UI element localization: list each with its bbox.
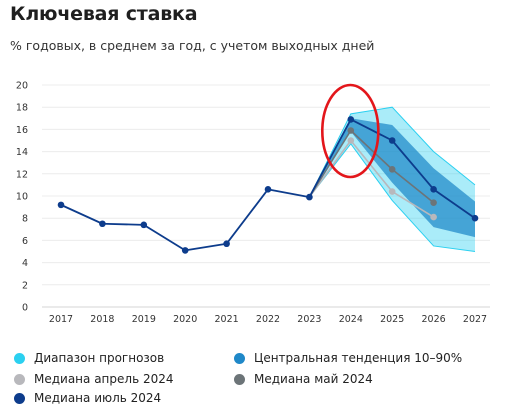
legend-label: Диапазон прогнозов bbox=[34, 351, 165, 365]
data-point bbox=[347, 127, 355, 134]
data-point bbox=[99, 220, 106, 228]
forecast-range-upper-edge bbox=[308, 106, 476, 198]
data-point bbox=[430, 186, 437, 193]
x-tick-label: 2025 bbox=[380, 314, 404, 325]
data-point bbox=[347, 137, 355, 144]
data-point bbox=[264, 186, 272, 193]
x-tick-label: 2026 bbox=[422, 314, 446, 325]
central-tendency-band bbox=[309, 118, 475, 238]
legend-label: Медиана май 2024 bbox=[254, 372, 373, 386]
data-point bbox=[181, 247, 189, 254]
highlight-ellipse bbox=[320, 83, 380, 179]
legend-forecast-range: Диапазон прогнозов bbox=[14, 351, 164, 365]
data-point bbox=[471, 214, 479, 222]
chart-subtitle: % годовых, в среднем за год, с учетом вы… bbox=[10, 38, 375, 53]
y-tick-label: 2 bbox=[22, 280, 28, 291]
legend-marker-icon bbox=[14, 352, 25, 364]
y-tick-label: 10 bbox=[16, 192, 28, 203]
y-tick-label: 8 bbox=[22, 214, 28, 225]
data-point bbox=[388, 188, 396, 195]
data-point bbox=[140, 221, 148, 229]
legend-marker-icon bbox=[14, 373, 25, 385]
legend-median-may: Медиана май 2024 bbox=[234, 372, 373, 386]
legend-marker-icon bbox=[234, 352, 245, 364]
x-tick-label: 2019 bbox=[132, 314, 156, 325]
legend-marker-icon bbox=[14, 392, 25, 404]
data-point bbox=[306, 193, 313, 201]
data-point bbox=[223, 240, 230, 248]
legend-label: Центральная тенденция 10–90% bbox=[254, 351, 463, 365]
legend-marker-icon bbox=[234, 373, 245, 385]
legend-median-july: Медиана июль 2024 bbox=[14, 391, 161, 405]
x-tick-label: 2024 bbox=[339, 314, 363, 325]
data-point bbox=[430, 213, 437, 221]
x-tick-label: 2017 bbox=[49, 314, 73, 325]
y-tick-label: 16 bbox=[16, 125, 28, 136]
y-tick-label: 18 bbox=[16, 103, 28, 114]
y-tick-label: 20 bbox=[16, 81, 28, 92]
x-tick-label: 2020 bbox=[173, 314, 197, 325]
x-tick-label: 2023 bbox=[297, 314, 321, 325]
data-point bbox=[347, 116, 355, 123]
x-tick-label: 2021 bbox=[215, 314, 239, 325]
legend-label: Медиана июль 2024 bbox=[34, 391, 162, 405]
data-point bbox=[388, 137, 396, 144]
data-point bbox=[388, 166, 396, 173]
chart-title: Ключевая ставка bbox=[10, 3, 198, 25]
data-point bbox=[430, 199, 437, 206]
data-point bbox=[57, 201, 65, 209]
x-tick-label: 2022 bbox=[256, 314, 280, 325]
series-line bbox=[308, 139, 435, 218]
legend-median-april: Медиана апрель 2024 bbox=[14, 372, 174, 386]
y-tick-label: 0 bbox=[22, 303, 28, 314]
legend-label: Медиана апрель 2024 bbox=[34, 372, 174, 386]
legend-central-tendency: Центральная тенденция 10–90% bbox=[234, 351, 462, 365]
x-tick-label: 2018 bbox=[90, 314, 114, 325]
y-tick-label: 6 bbox=[22, 236, 28, 247]
y-tick-label: 4 bbox=[22, 258, 28, 269]
y-tick-label: 12 bbox=[16, 169, 28, 180]
forecast-range-lower-edge bbox=[309, 142, 476, 252]
y-tick-label: 14 bbox=[16, 147, 28, 158]
x-tick-label: 2027 bbox=[463, 314, 487, 325]
